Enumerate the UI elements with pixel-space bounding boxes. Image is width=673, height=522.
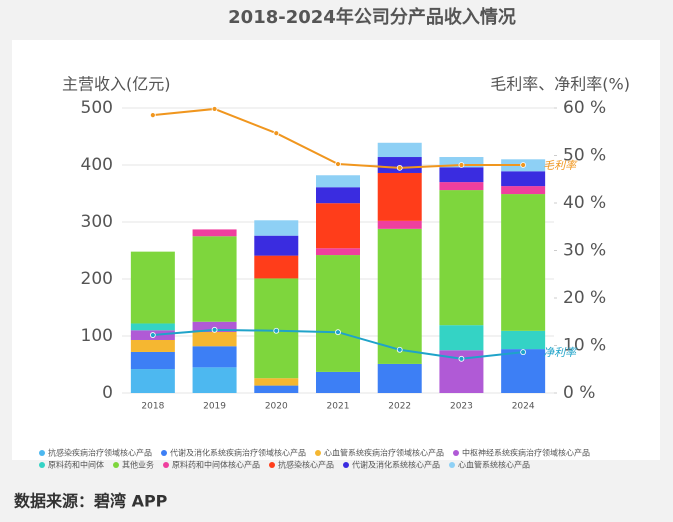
bar-segment	[192, 321, 237, 333]
legend-swatch	[449, 462, 455, 468]
y2-tick-label: 60 %	[563, 98, 606, 118]
x-tick-label: 2022	[388, 402, 411, 412]
line-point	[273, 130, 280, 137]
line-point	[520, 349, 527, 356]
bar-segment	[316, 175, 360, 188]
bar-segment	[439, 190, 484, 326]
bar-segment	[130, 351, 175, 370]
y-axis-title: 主营收入(亿元)	[62, 75, 171, 94]
line-label: 毛利率	[543, 159, 578, 172]
legend-swatch	[113, 462, 119, 468]
y-tick-label: 300	[81, 212, 113, 232]
bar-segment	[130, 323, 175, 331]
legend-label: 抗感染疾病治疗领域核心产品	[48, 448, 152, 458]
x-tick-label: 2023	[450, 402, 473, 412]
bar-segment	[254, 235, 299, 256]
y2-tick-label: 10 %	[563, 336, 606, 356]
y-tick-label: 400	[81, 155, 113, 175]
legend-label: 原料药和中间体	[48, 460, 104, 470]
bar-segment	[130, 369, 175, 393]
line-point	[335, 329, 341, 336]
x-tick-label: 2018	[141, 402, 164, 412]
y-tick-label: 200	[81, 269, 113, 289]
legend-swatch	[453, 450, 459, 456]
source-note: 数据来源：碧湾 APP	[14, 492, 168, 511]
bar-segment	[316, 187, 360, 204]
bar-segment	[501, 194, 546, 331]
bar-segment	[439, 167, 484, 183]
bar-segment	[192, 236, 237, 322]
legend-swatch	[39, 450, 45, 456]
x-tick-label: 2020	[265, 402, 288, 412]
bar-segment	[316, 203, 360, 249]
legend-swatch	[39, 462, 45, 468]
line-point	[458, 355, 465, 362]
bar-segment	[501, 171, 546, 187]
bar-segment	[439, 182, 484, 191]
bar-segment	[501, 349, 546, 393]
legend-label: 心血管系统疾病治疗领域核心产品	[324, 448, 444, 458]
legend-swatch	[315, 450, 321, 456]
line-point	[149, 332, 156, 338]
bar-segment	[501, 186, 546, 195]
y-tick-label: 500	[81, 98, 113, 118]
bar-segment	[254, 255, 299, 279]
legend-label: 心血管系统核心产品	[458, 460, 530, 470]
line-point	[149, 112, 156, 119]
line-point	[396, 164, 403, 171]
chart-title: 2018-2024年公司分产品收入情况	[228, 6, 516, 28]
y2-tick-label: 20 %	[563, 288, 606, 308]
bar-segment	[439, 325, 484, 351]
line-point	[396, 346, 403, 353]
bar-segment	[254, 378, 299, 386]
y2-tick-label: 0 %	[563, 383, 595, 403]
line-point	[273, 327, 280, 334]
y2-axis-title: 毛利率、净利率(%)	[490, 75, 630, 94]
y-tick-label: 100	[81, 326, 113, 346]
legend-label: 中枢神经系统疾病治疗领域核心产品	[462, 448, 590, 458]
line-point	[211, 326, 218, 333]
legend-swatch	[161, 450, 167, 456]
bar-segment	[377, 142, 422, 158]
line-point	[335, 161, 341, 167]
legend-label: 原料药和中间体核心产品	[172, 460, 260, 470]
bar-segment	[501, 330, 546, 350]
bar-segment	[192, 332, 237, 347]
bar-segment	[130, 339, 175, 352]
bar-segment	[254, 220, 299, 236]
x-tick-label: 2019	[203, 402, 226, 412]
bar-segment	[192, 229, 237, 237]
legend-label: 代谢及消化系统疾病治疗领域核心产品	[170, 448, 306, 458]
bar-segment	[316, 371, 360, 393]
y-tick-label: 0	[102, 383, 113, 403]
line-point	[520, 162, 527, 168]
bar-segment	[192, 346, 237, 368]
legend-label: 其他业务	[122, 460, 154, 470]
x-tick-label: 2024	[512, 402, 535, 412]
bar-segment	[377, 172, 422, 221]
legend-label: 抗感染核心产品	[278, 460, 334, 470]
line-point	[211, 106, 218, 112]
y2-tick-label: 50 %	[563, 146, 606, 166]
bar-segment	[377, 228, 422, 364]
bar-segment	[316, 255, 360, 372]
x-tick-label: 2021	[327, 402, 350, 412]
legend-swatch	[269, 462, 275, 468]
bar-segment	[377, 363, 422, 393]
y2-tick-label: 40 %	[563, 193, 606, 213]
legend-swatch	[343, 462, 349, 468]
bar-segment	[130, 251, 175, 324]
bar-segment	[316, 248, 360, 256]
bar-segment	[377, 220, 422, 229]
line-label: 净利率	[543, 346, 578, 359]
line-point	[458, 162, 465, 168]
legend-swatch	[163, 462, 169, 468]
legend-label: 代谢及消化系统核心产品	[352, 460, 440, 470]
bar-segment	[254, 385, 299, 393]
y2-tick-label: 30 %	[563, 241, 606, 261]
bar-segment	[192, 367, 237, 393]
